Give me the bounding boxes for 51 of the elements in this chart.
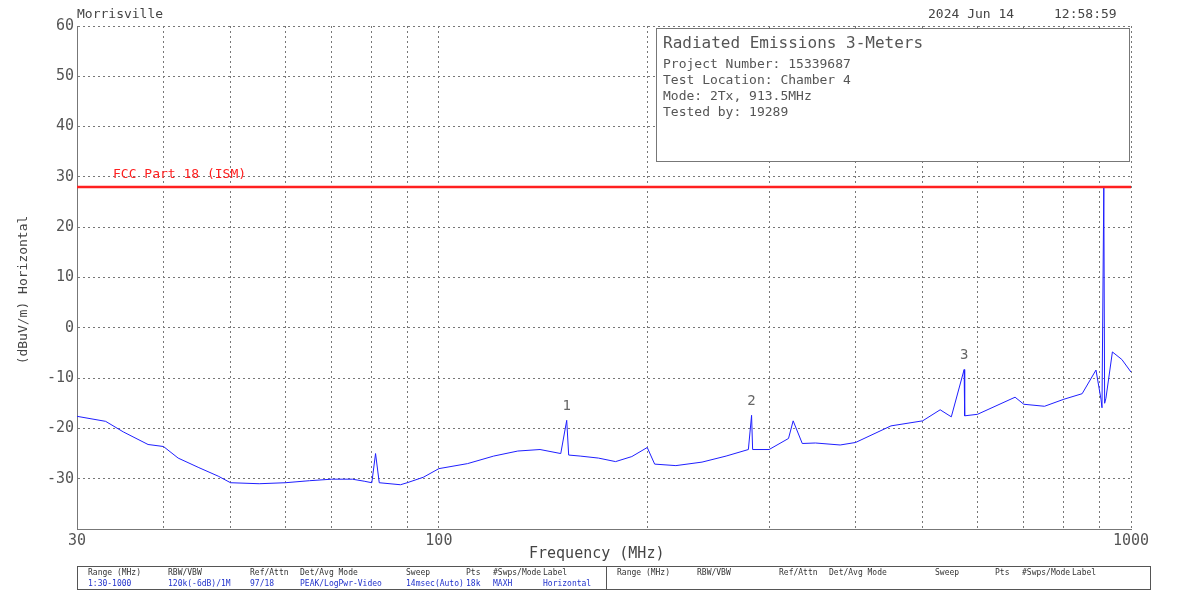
text: Pts [995, 568, 1010, 577]
text: Range (MHz) [617, 568, 670, 577]
annotation: 2 [747, 391, 756, 408]
text: PEAK/LogPwr-Video [300, 579, 382, 588]
y-tick-label: 40 [55, 116, 74, 135]
y-tick-label: -20 [46, 418, 74, 437]
y-tick-label: 30 [55, 166, 74, 185]
text: RBW/VBW [168, 568, 202, 577]
annotation: 1 [562, 396, 571, 413]
y-tick-label: 20 [55, 217, 74, 236]
text: Horizontal [543, 579, 592, 588]
y-tick-label: 0 [64, 317, 74, 336]
y-tick-label: 10 [55, 267, 74, 286]
y-tick-label: 50 [55, 66, 74, 85]
annotation: Project Number: 15339687 [663, 56, 852, 72]
text: RBW/VBW [697, 568, 731, 577]
text: Pts [466, 568, 481, 577]
annotation: Tested by: 19289 [663, 104, 790, 120]
text: Range (MHz) [88, 568, 141, 577]
text: 18k [466, 579, 481, 588]
text: 1:30-1000 [88, 579, 132, 588]
text: 12:58:59 [1054, 6, 1117, 21]
y-tick-label: -10 [46, 367, 74, 386]
text: 14msec(Auto) [406, 579, 464, 588]
text: Ref/Attn [779, 568, 818, 577]
text: Label [543, 568, 568, 577]
x-axis-title: Frequency (MHz) [529, 544, 665, 562]
text: #Swps/Mode [493, 568, 542, 577]
text: 120k(-6dB)/1M [168, 579, 231, 588]
text: Morrisville [77, 6, 164, 21]
annotation: Test Location: Chamber 4 [663, 72, 852, 88]
text: Det/Avg Mode [300, 568, 358, 577]
y-axis-title: (dBuV/m) Horizontal [14, 215, 30, 365]
annotation: 3 [959, 346, 969, 363]
chart-title: Radiated Emissions 3-Meters [663, 33, 924, 52]
text: Label [1072, 568, 1097, 577]
text: 2024 Jun 14 [928, 6, 1015, 21]
text: MAXH [493, 579, 513, 588]
text: 97/18 [250, 579, 275, 588]
ref-line-label: FCC Part 18 (ISM) [113, 165, 247, 181]
text: #Swps/Mode [1022, 568, 1071, 577]
x-tick-label: 100 [425, 530, 453, 549]
text: Sweep [406, 568, 431, 577]
text: Det/Avg Mode [829, 568, 887, 577]
annotation: Mode: 2Tx, 913.5MHz [663, 88, 813, 104]
text: Ref/Attn [250, 568, 289, 577]
y-tick-label: 60 [55, 15, 74, 34]
x-tick-label: 30 [67, 530, 87, 549]
y-tick-label: -30 [46, 468, 74, 487]
x-tick-label: 1000 [1112, 530, 1150, 549]
text: Sweep [935, 568, 960, 577]
